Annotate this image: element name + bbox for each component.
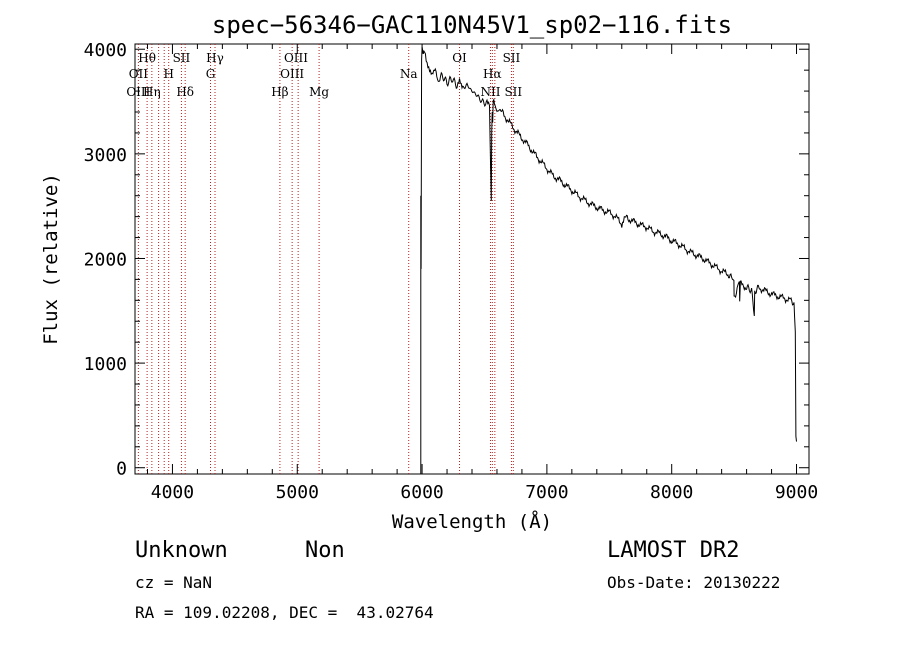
emission-line-label: Hγ <box>206 51 224 65</box>
emission-line-label: OII <box>129 67 149 81</box>
emission-line-label: OIII <box>280 67 304 81</box>
emission-line-markers <box>137 44 514 474</box>
x-tick-label: 4000 <box>151 482 194 503</box>
emission-line-label: Hθ <box>138 51 156 65</box>
y-tick-label: 2000 <box>84 249 127 270</box>
emission-line-label: Mg <box>309 85 329 99</box>
x-axis: 4000 5000 6000 7000 8000 9000 <box>146 44 818 503</box>
emission-line-label: Hβ <box>271 85 288 99</box>
x-axis-label: Wavelength (Å) <box>392 510 552 533</box>
chart-title: spec−56346−GAC110N45V1_sp02−116.fits <box>212 11 732 39</box>
emission-line-label: SII <box>503 51 521 65</box>
x-tick-label: 7000 <box>525 482 568 503</box>
x-tick-label: 8000 <box>650 482 693 503</box>
y-tick-label: 1000 <box>84 354 127 375</box>
ra-dec-coordinates: RA = 109.02208, DEC = 43.02764 <box>135 603 434 622</box>
x-tick-label: 9000 <box>775 482 818 503</box>
y-tick-label: 4000 <box>84 40 127 61</box>
observation-date: Obs-Date: 20130222 <box>607 573 781 592</box>
redshift-cz: cz = NaN <box>135 573 213 592</box>
emission-line-label: Hα <box>483 67 502 81</box>
emission-line-label: OIII <box>126 85 150 99</box>
emission-line-label: H <box>163 67 173 81</box>
y-axis-label: Flux (relative) <box>40 173 62 345</box>
emission-line-label: SII <box>173 51 191 65</box>
emission-line-label: NII <box>480 85 500 99</box>
emission-line-label: OI <box>452 51 467 65</box>
x-tick-label: 6000 <box>400 482 443 503</box>
spectrum-series-line <box>420 47 797 474</box>
emission-line-label: Na <box>400 67 418 81</box>
x-tick-label: 5000 <box>276 482 319 503</box>
y-tick-label: 0 <box>116 459 127 480</box>
emission-line-label: Hη <box>143 85 161 99</box>
y-axis: 0 1000 2000 3000 4000 <box>84 40 809 480</box>
object-class: Unknown <box>135 538 228 563</box>
spectrum-chart: spec−56346−GAC110N45V1_sp02−116.fits Hθ S… <box>40 11 818 533</box>
object-subclass: Non <box>305 538 345 563</box>
emission-line-label: G <box>206 67 216 81</box>
emission-line-label: OIII <box>284 51 308 65</box>
y-tick-label: 3000 <box>84 145 127 166</box>
survey-name: LAMOST DR2 <box>607 538 740 563</box>
emission-line-label: SII <box>504 85 522 99</box>
emission-line-label: Hδ <box>176 85 194 99</box>
